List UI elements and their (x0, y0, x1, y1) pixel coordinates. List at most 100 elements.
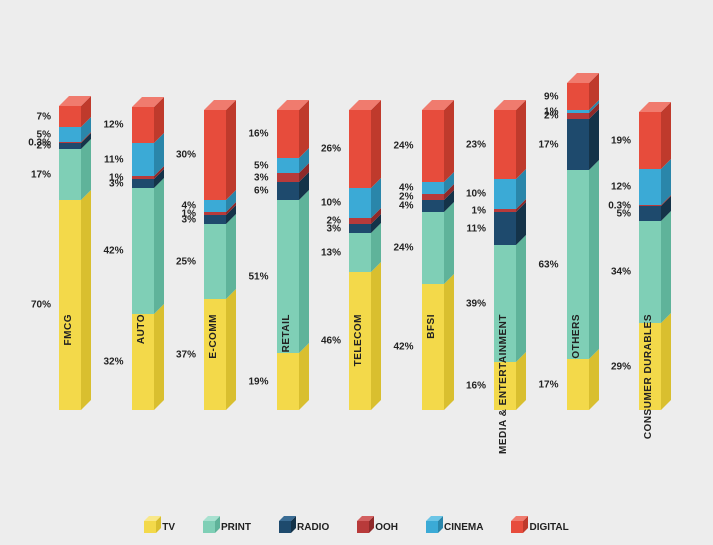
bar-segment-print: 42% (132, 188, 154, 314)
print-icon (203, 521, 215, 533)
bar-segment-print: 13% (349, 233, 371, 272)
chart-column: 17%63%17%2%1%9%OTHERS (548, 83, 608, 410)
chart-column: 19%51%6%3%5%16%RETAIL (258, 110, 318, 410)
chart-column: 42%24%4%2%4%24%BFSI (403, 110, 463, 410)
legend-item-tv: TV (144, 521, 175, 533)
legend-label: RADIO (297, 522, 329, 533)
segment-label: 1% (544, 106, 566, 117)
segment-label: 13% (321, 247, 349, 258)
segment-label: 6% (254, 186, 276, 197)
legend-label: TV (162, 522, 175, 533)
segment-label: 10% (321, 198, 349, 209)
segment-label: 1% (109, 172, 131, 183)
category-label: FMCG (63, 314, 74, 424)
segment-label: 5% (254, 160, 276, 171)
category-label: BFSI (426, 314, 437, 424)
segment-label: 39% (466, 298, 494, 309)
bar-segment-print: 25% (204, 224, 226, 299)
bar-segment-digital: 30% (204, 110, 226, 200)
legend-item-print: PRINT (203, 521, 251, 533)
bar-segment-radio: 3% (204, 215, 226, 224)
segment-label: 37% (176, 349, 204, 360)
bar-segment-ooh: 1% (132, 176, 154, 179)
category-label: MEDIA & ENTERTAINMENT (498, 314, 509, 424)
bar-segment-digital: 19% (639, 112, 661, 169)
bar-segment-radio: 6% (277, 182, 299, 200)
bar-segment-cinema: 5% (277, 158, 299, 173)
bar-segment-digital: 12% (132, 107, 154, 143)
category-label: AUTO (136, 314, 147, 424)
segment-label: 17% (538, 379, 566, 390)
legend-label: PRINT (221, 522, 251, 533)
bar-segment-cinema: 5% (59, 127, 81, 142)
stacked-bar-chart: 70%17%2%0.3%5%7%FMCG32%42%3%1%11%12%AUTO… (0, 0, 713, 545)
segment-label: 1% (472, 205, 494, 216)
bar-segment-digital: 26% (349, 110, 371, 188)
segment-label: 4% (182, 201, 204, 212)
bar-segment-cinema: 4% (422, 182, 444, 194)
bar-segment-print: 17% (59, 149, 81, 200)
bar-segment-digital: 16% (277, 110, 299, 158)
segment-label: 11% (104, 154, 131, 165)
bar-segment-digital: 9% (567, 83, 589, 110)
legend-item-radio: RADIO (279, 521, 329, 533)
segment-label: 2% (327, 216, 349, 227)
segment-label: 63% (538, 259, 566, 270)
segment-label: 42% (393, 342, 421, 353)
bar-segment-ooh: 3% (277, 173, 299, 182)
segment-label: 26% (321, 144, 349, 155)
legend-item-cinema: CINEMA (426, 521, 483, 533)
bar-segment-cinema: 12% (639, 169, 661, 205)
segment-label: 16% (248, 129, 276, 140)
ooh-icon (357, 521, 369, 533)
segment-label: 30% (176, 150, 204, 161)
segment-label: 12% (611, 182, 639, 193)
legend-label: OOH (375, 522, 398, 533)
segment-label: 19% (248, 376, 276, 387)
legend-label: CINEMA (444, 522, 483, 533)
bar-segment-cinema: 10% (349, 188, 371, 218)
segment-label: 34% (611, 267, 639, 278)
segment-label: 17% (538, 139, 566, 150)
bar-segment-ooh: 0.3% (59, 142, 81, 143)
segment-label: 12% (103, 120, 131, 131)
bar-segment-digital: 24% (422, 110, 444, 182)
bar-segment-ooh: 1% (494, 209, 516, 212)
bar-segment-radio: 5% (639, 206, 661, 221)
bar-segment-cinema: 4% (204, 200, 226, 212)
bar-segment-ooh: 0.3% (639, 205, 661, 206)
segment-label: 11% (467, 223, 494, 234)
tv-icon (144, 521, 156, 533)
bar-segment-digital: 7% (59, 106, 81, 127)
segment-label: 0.3% (608, 200, 639, 211)
segment-label: 25% (176, 256, 204, 267)
bar-segment-radio: 3% (132, 179, 154, 188)
legend-label: DIGITAL (529, 522, 568, 533)
bar-segment-radio: 11% (494, 212, 516, 245)
segment-label: 17% (31, 169, 59, 180)
legend-item-ooh: OOH (357, 521, 398, 533)
bar-segment-radio: 2% (59, 143, 81, 149)
segment-label: 70% (31, 300, 59, 311)
segment-label: 10% (466, 189, 494, 200)
bar-segment-radio: 17% (567, 119, 589, 170)
segment-label: 32% (103, 357, 131, 368)
segment-label: 4% (399, 183, 421, 194)
chart-column: 16%39%11%1%10%23%MEDIA & ENTERTAINMENT (475, 110, 535, 410)
chart-columns: 70%17%2%0.3%5%7%FMCG32%42%3%1%11%12%AUTO… (40, 20, 680, 410)
segment-label: 3% (254, 172, 276, 183)
chart-column: 29%34%5%0.3%12%19%CONSUMER DURABLES (620, 112, 680, 410)
segment-label: 42% (103, 246, 131, 257)
bar-segment-print: 34% (639, 221, 661, 323)
segment-label: 51% (248, 271, 276, 282)
bar-segment-cinema: 1% (567, 110, 589, 113)
legend-item-digital: DIGITAL (511, 521, 568, 533)
category-label: TELECOM (353, 314, 364, 424)
bar-segment-digital: 23% (494, 110, 516, 179)
segment-label: 24% (393, 141, 421, 152)
cinema-icon (426, 521, 438, 533)
category-label: RETAIL (281, 314, 292, 424)
category-label: E-COMM (208, 314, 219, 424)
bar-segment-ooh: 2% (422, 194, 444, 200)
segment-label: 46% (321, 336, 349, 347)
